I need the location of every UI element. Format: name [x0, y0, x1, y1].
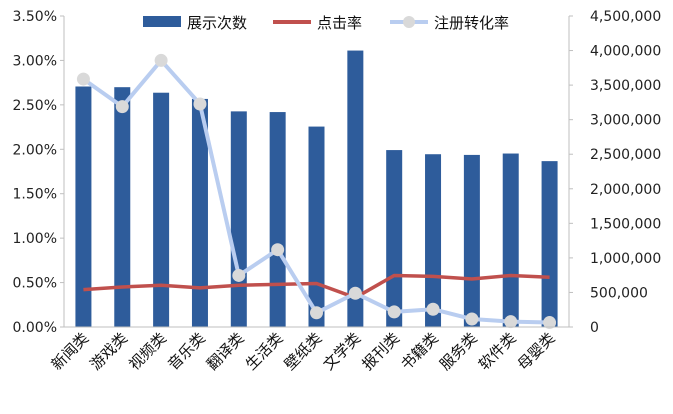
- category-label: 服务类: [436, 329, 481, 374]
- conversion-rate-point: [348, 286, 362, 300]
- category-label: 报刊类: [358, 329, 403, 374]
- left-tick-label: 2.50%: [13, 98, 57, 114]
- left-tick-label: 1.50%: [13, 187, 57, 203]
- bar: [153, 92, 170, 327]
- conversion-rate-point: [426, 302, 440, 316]
- category-label: 翻译类: [203, 329, 248, 374]
- bar: [463, 154, 480, 327]
- bar: [269, 112, 286, 327]
- left-tick-label: 3.50%: [13, 9, 57, 25]
- category-label: 文学类: [320, 329, 365, 374]
- bar: [191, 98, 208, 327]
- bar: [347, 50, 364, 328]
- right-tick-label: 2,000,000: [590, 182, 661, 198]
- left-axis: 0.00% 0.50% 1.00% 1.50% 2.00% 2.50% 3.00% 3.50%: [13, 9, 65, 336]
- left-tick-label: 1.00%: [13, 231, 57, 247]
- chart-legend: 展示次数 点击率 注册转化率: [143, 14, 509, 32]
- category-label: 音乐类: [164, 329, 209, 374]
- category-label: 书籍类: [397, 329, 442, 374]
- right-tick-label: 2,500,000: [590, 147, 661, 163]
- right-tick-label: 500,000: [590, 285, 648, 301]
- bar: [230, 111, 247, 327]
- bar: [386, 150, 403, 327]
- conversion-rate-point: [387, 305, 401, 319]
- conversion-rate-point: [154, 53, 168, 67]
- legend-label: 注册转化率: [434, 14, 509, 32]
- legend-label: 点击率: [317, 14, 362, 32]
- left-tick-label: 3.00%: [13, 53, 57, 69]
- category-label: 壁纸类: [281, 329, 326, 374]
- click-rate-line: [83, 273, 550, 300]
- bar: [75, 86, 92, 327]
- category-label: 视频类: [125, 329, 170, 374]
- right-axis: 0 500,000 1,000,000 1,500,000 2,000,000 2,500…: [568, 9, 661, 336]
- bar: [308, 126, 325, 327]
- line-series: [76, 53, 557, 330]
- conversion-rate-point: [76, 72, 90, 86]
- bar: [502, 153, 519, 327]
- conversion-rate-point: [465, 312, 479, 326]
- right-tick-label: 4,500,000: [590, 9, 661, 25]
- conversion-rate-point: [271, 243, 285, 257]
- legend-swatch-bar: [143, 16, 181, 27]
- right-tick-label: 0: [590, 320, 599, 336]
- right-tick-label: 1,500,000: [590, 216, 661, 232]
- conversion-rate-point: [193, 97, 207, 111]
- left-tick-label: 0.50%: [13, 276, 57, 292]
- right-tick-label: 3,000,000: [590, 113, 661, 129]
- left-tick-label: 2.00%: [13, 142, 57, 158]
- category-label: 生活类: [242, 329, 287, 374]
- left-tick-label: 0.00%: [13, 320, 57, 336]
- conversion-rate-point: [310, 306, 323, 320]
- conversion-rate-point: [543, 316, 557, 330]
- right-tick-label: 4,000,000: [590, 44, 661, 60]
- bar: [114, 87, 131, 327]
- conversion-rate-point: [115, 100, 129, 114]
- right-tick-label: 1,000,000: [590, 251, 661, 267]
- right-tick-label: 3,500,000: [590, 78, 661, 94]
- category-label: 母婴类: [514, 329, 559, 374]
- conversion-rate-point: [232, 268, 246, 282]
- legend-label: 展示次数: [187, 14, 247, 32]
- category-label: 游戏类: [87, 329, 132, 374]
- category-label: 软件类: [475, 329, 520, 374]
- bar: [425, 154, 442, 327]
- legend-swatch-marker: [403, 16, 415, 28]
- conversion-rate-point: [504, 315, 518, 329]
- bar: [541, 161, 558, 327]
